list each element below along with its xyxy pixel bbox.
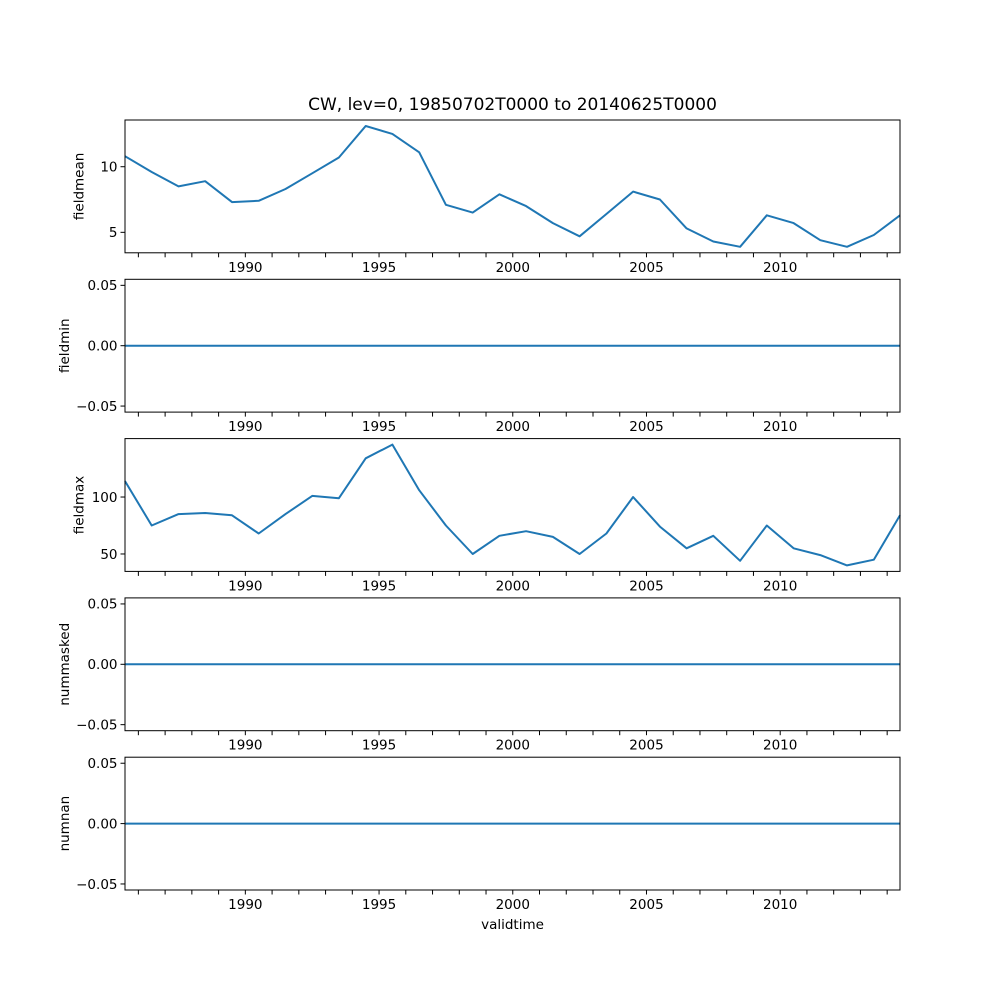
x-tick-label: 1990: [228, 897, 262, 913]
y-tick-label: 0.00: [87, 339, 117, 355]
series-line-fieldmax: [124, 443, 901, 567]
y-tick-label: 0.00: [87, 657, 117, 673]
x-tick-label: 1990: [228, 260, 262, 276]
x-tick-label: 2000: [496, 578, 530, 594]
x-tick-label: 1995: [362, 260, 396, 276]
axes-frame: [124, 438, 901, 572]
axes-frame: [124, 597, 901, 732]
y-tick-label: 5: [109, 225, 118, 241]
x-tick-label: 1990: [228, 419, 262, 435]
x-tick-label: 2010: [763, 419, 797, 435]
x-tick-label: 2010: [763, 897, 797, 913]
y-axis-title: fieldmin: [57, 318, 73, 373]
x-tick-label: 1995: [362, 897, 396, 913]
y-tick-label: 0.05: [87, 756, 117, 772]
y-tick-label: −0.05: [76, 717, 117, 733]
x-tick-label: 2005: [629, 578, 663, 594]
x-tick-label: 2000: [496, 260, 530, 276]
y-tick-label: 0.05: [87, 597, 117, 613]
x-tick-label: 2000: [496, 419, 530, 435]
y-axis-title: fieldmean: [72, 153, 88, 220]
y-axis-title: fieldmax: [72, 476, 88, 535]
x-tick-label: 1995: [362, 419, 396, 435]
y-tick-label: 0.00: [87, 816, 117, 832]
y-axis-title: numnan: [57, 796, 73, 852]
y-tick-label: −0.05: [76, 399, 117, 415]
x-tick-label: 1990: [228, 578, 262, 594]
series-line-fieldmean: [124, 125, 901, 248]
y-axis-title: nummasked: [57, 623, 73, 706]
y-tick-label: −0.05: [76, 877, 117, 893]
axes-frame: [124, 278, 901, 413]
subplot-numnan: 1990 1995 2000 2005 2010 −0.05 0.00 0.05 numnan: [57, 756, 901, 913]
x-axis-label: validtime: [481, 917, 544, 933]
x-tick-label: 1995: [362, 738, 396, 754]
x-tick-label: 2005: [629, 419, 663, 435]
x-tick-label: 2005: [629, 738, 663, 754]
x-tick-label: 2010: [763, 578, 797, 594]
x-tick-label: 2005: [629, 260, 663, 276]
y-tick-label: 0.05: [87, 278, 117, 294]
x-tick-label: 2010: [763, 738, 797, 754]
x-tick-label: 2000: [496, 897, 530, 913]
y-tick-label: 10: [100, 160, 117, 176]
x-tick-label: 1990: [228, 738, 262, 754]
x-tick-label: 2000: [496, 738, 530, 754]
x-tick-label: 2010: [763, 260, 797, 276]
subplot-fieldmin: 1990 1995 2000 2005 2010 −0.05 0.00 0.05 fieldmi…: [57, 278, 901, 435]
subplot-nummasked: 1990 1995 2000 2005 2010 −0.05 0.00 0.05 nummask…: [57, 597, 901, 754]
y-tick-label: 100: [92, 490, 118, 506]
subplot-fieldmean: 1990 1995 2000 2005 2010 5 10 fieldmean: [72, 119, 901, 276]
x-tick-label: 2005: [629, 897, 663, 913]
axes-frame: [124, 119, 901, 254]
y-tick-label: 50: [100, 547, 117, 563]
axes-frame: [124, 756, 901, 891]
x-tick-label: 1995: [362, 578, 396, 594]
figure-title: CW, lev=0, 19850702T0000 to 20140625T000…: [308, 95, 717, 115]
